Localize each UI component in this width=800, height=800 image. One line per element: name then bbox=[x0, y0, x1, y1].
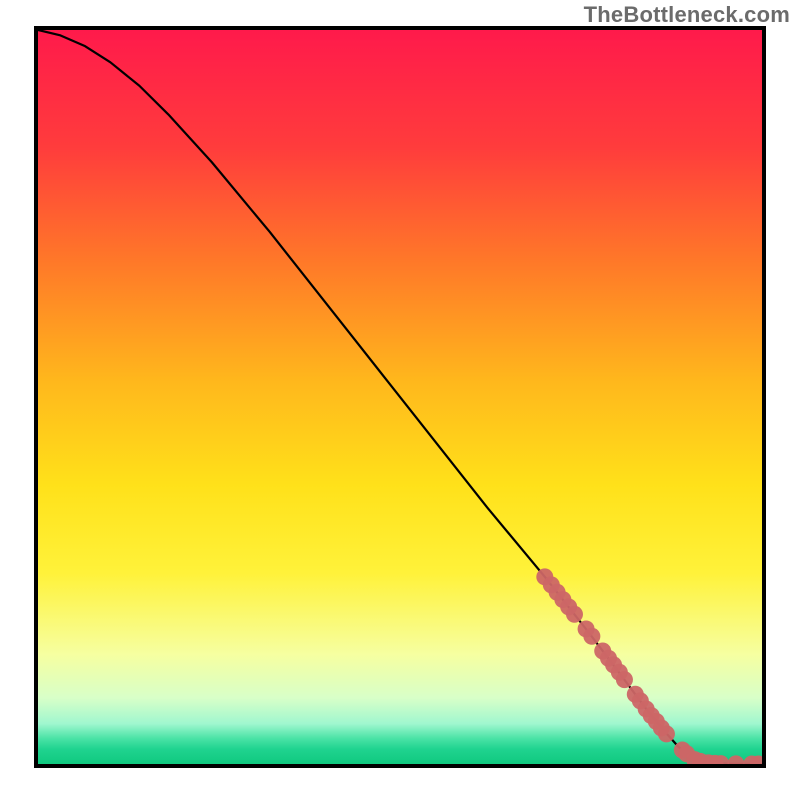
chart-plot bbox=[38, 30, 762, 764]
plot-frame-right bbox=[762, 26, 766, 768]
curve-marker bbox=[566, 606, 583, 623]
curve-marker bbox=[583, 628, 600, 645]
curve-marker bbox=[616, 671, 633, 688]
plot-frame-bottom bbox=[34, 764, 766, 768]
curve-marker bbox=[658, 725, 675, 742]
watermark-text: TheBottleneck.com bbox=[584, 2, 790, 28]
